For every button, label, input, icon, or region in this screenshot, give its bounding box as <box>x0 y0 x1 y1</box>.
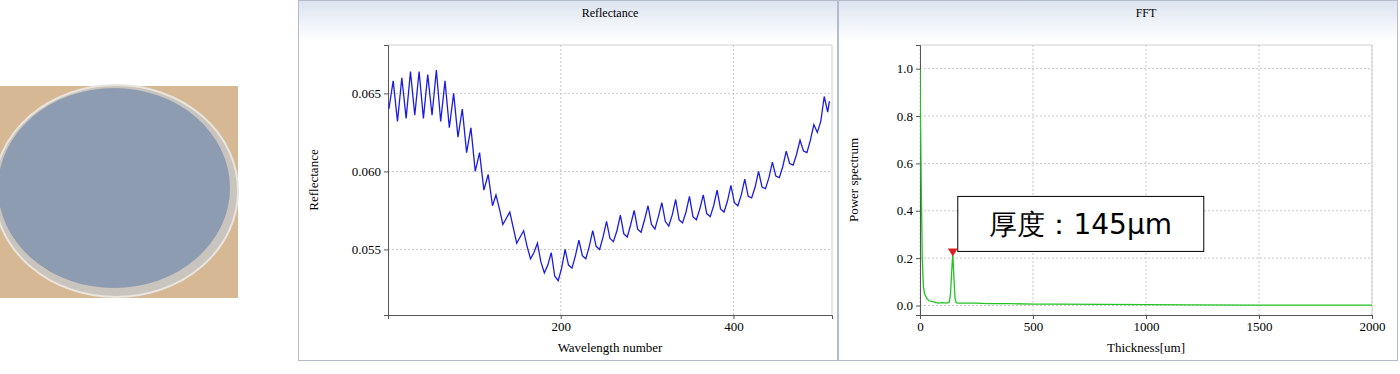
y-tick-mark <box>384 249 388 250</box>
y-axis-line <box>384 46 389 316</box>
y-tick-label: 0.055 <box>352 242 381 257</box>
y-tick-label: 0.4 <box>897 203 914 218</box>
plot-frame <box>388 45 832 315</box>
data-line <box>389 70 830 281</box>
x-tick: 2000 <box>1360 315 1386 334</box>
y-axis-title: Reflectance <box>306 149 321 211</box>
x-tick-label: 500 <box>1024 319 1044 334</box>
y-tick-mark <box>916 69 920 70</box>
y-axis: 0.0 0.2 0.4 0.6 0.8 1.0 <box>897 46 921 316</box>
annotation-box <box>958 196 1204 251</box>
y-tick-mark <box>916 306 920 307</box>
y-tick-mark <box>916 211 920 212</box>
x-tick: 1000 <box>1134 315 1160 334</box>
chart-title: FFT <box>1136 6 1157 20</box>
x-grid-line <box>1259 45 1260 315</box>
x-tick-label: 1000 <box>1134 319 1160 334</box>
x-tick-label: 0 <box>917 319 924 334</box>
y-grid-line <box>388 249 832 250</box>
y-grid-line <box>920 258 1372 259</box>
wafer <box>0 88 230 288</box>
y-grid-line <box>920 68 1372 69</box>
chart-panel: FFT 0 500 1000 1500 2000 0.0 0.2 0.4 0.6 0.8 1.0 Thi… <box>839 1 1398 361</box>
panel-header <box>299 1 837 41</box>
x-tick: 0 <box>917 315 924 334</box>
panel-header <box>839 1 1397 41</box>
grid <box>388 45 832 315</box>
x-axis-line <box>389 316 833 320</box>
y-tick-label: 1.0 <box>897 61 913 76</box>
chart-panel: Reflectance 200 400 0.055 0.060 0.065 Waveleng… <box>299 1 838 361</box>
y-grid-line <box>920 163 1372 164</box>
y-tick-mark <box>384 171 388 172</box>
x-tick: 500 <box>1024 315 1044 334</box>
y-tick: 1.0 <box>897 61 920 76</box>
chart-title: Reflectance <box>582 6 639 20</box>
y-tick: 0.4 <box>897 203 920 218</box>
y-tick-label: 0.060 <box>352 164 381 179</box>
data-line <box>920 69 1372 305</box>
y-tick-label: 0.6 <box>897 156 914 171</box>
panel-frame <box>299 1 838 361</box>
x-tick: 400 <box>724 315 744 334</box>
y-tick: 0.0 <box>897 298 920 313</box>
x-axis: 0 500 1000 1500 2000 <box>917 315 1385 334</box>
annotation-text: 厚度：145μm <box>989 208 1172 241</box>
y-tick: 0.065 <box>352 86 388 101</box>
y-axis-title: Power spectrum <box>846 138 861 222</box>
y-tick-label: 0.2 <box>897 251 913 266</box>
x-axis-title: Thickness[um] <box>1107 340 1185 355</box>
panel-frame <box>839 1 1398 361</box>
y-tick: 0.2 <box>897 251 920 266</box>
y-axis: 0.055 0.060 0.065 <box>352 46 389 316</box>
wafer-photo <box>0 85 238 298</box>
y-tick-label: 0.8 <box>897 109 913 124</box>
y-tick: 0.055 <box>352 242 388 257</box>
y-tick-mark <box>916 163 920 164</box>
y-axis-line <box>916 46 921 316</box>
y-grid-line <box>920 116 1372 117</box>
plot-area <box>920 69 1372 305</box>
y-tick: 0.060 <box>352 164 388 179</box>
grid <box>920 45 1372 315</box>
x-axis-title: Wavelength number <box>558 340 663 355</box>
annotation-marker <box>948 248 958 256</box>
x-grid-line <box>733 45 734 315</box>
x-tick-label: 1500 <box>1247 319 1273 334</box>
canvas: Reflectance 200 400 0.055 0.060 0.065 Waveleng… <box>0 0 1400 374</box>
y-tick: 0.8 <box>897 109 920 124</box>
x-grid-line <box>1146 45 1147 315</box>
x-axis: 200 400 <box>389 315 833 334</box>
annotation: 厚度：145μm <box>948 196 1204 256</box>
y-tick-mark <box>384 93 388 94</box>
y-tick-label: 0.065 <box>352 86 381 101</box>
wafer-rim <box>0 85 238 297</box>
x-tick: 1500 <box>1247 315 1273 334</box>
y-tick-mark <box>916 258 920 259</box>
x-tick-label: 200 <box>552 319 572 334</box>
plot-frame <box>920 45 1372 315</box>
y-tick-label: 0.0 <box>897 298 913 313</box>
x-grid-line <box>1033 45 1034 315</box>
y-grid-line <box>388 93 832 94</box>
x-tick-label: 400 <box>724 319 744 334</box>
y-grid-line <box>388 171 832 172</box>
y-tick: 0.6 <box>897 156 920 171</box>
x-tick-label: 2000 <box>1360 319 1386 334</box>
x-tick: 200 <box>552 315 572 334</box>
y-tick-mark <box>916 116 920 117</box>
plot-area <box>389 70 830 281</box>
